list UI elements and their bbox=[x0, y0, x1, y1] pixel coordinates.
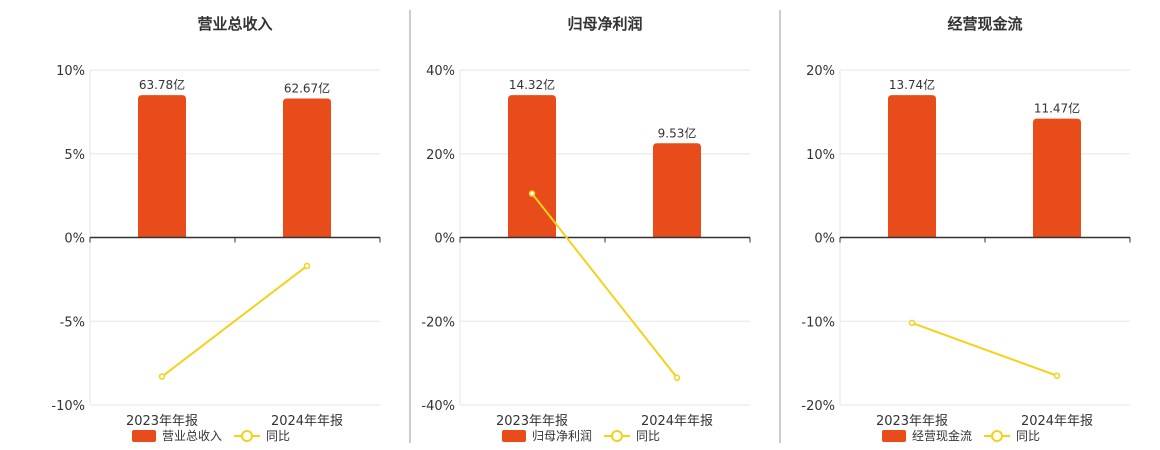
bar bbox=[138, 95, 186, 238]
bar-data-label: 11.47亿 bbox=[1034, 101, 1080, 116]
y-tick-label: 0% bbox=[434, 232, 455, 247]
bar bbox=[1033, 118, 1081, 238]
y-tick-label: -20% bbox=[421, 315, 455, 330]
bar bbox=[888, 95, 936, 238]
y-tick-label: 20% bbox=[426, 148, 455, 163]
yoy-point bbox=[528, 190, 536, 197]
legend-line-label: 同比 bbox=[266, 429, 290, 443]
legend-bar-swatch bbox=[132, 430, 156, 442]
chart-panel-2: 归母净利润 40% 20% 0% -20% -40% 14.32亿 2023年年报 9.53亿 2… bbox=[421, 15, 751, 443]
y-tick-label: 20% bbox=[806, 64, 835, 79]
y-tick-label: 0% bbox=[64, 232, 85, 247]
y-tick-label: 40% bbox=[426, 64, 455, 79]
bar-data-label: 9.53亿 bbox=[658, 125, 697, 140]
chart-title: 归母净利润 bbox=[567, 15, 642, 33]
chart-panel-3: 经营现金流 20% 10% 0% -10% -20% 13.74亿 2023年年报 11.47亿… bbox=[801, 15, 1131, 443]
legend-line-label: 同比 bbox=[1016, 429, 1040, 443]
x-category-label: 2024年年报 bbox=[641, 414, 713, 429]
yoy-point bbox=[673, 374, 681, 382]
bar bbox=[653, 143, 701, 238]
yoy-line bbox=[531, 192, 678, 379]
legend-bar-label: 归母净利润 bbox=[532, 429, 592, 443]
legend-line-marker bbox=[611, 430, 623, 442]
legend-line-marker bbox=[241, 430, 253, 442]
bar-data-label: 63.78亿 bbox=[139, 77, 185, 92]
y-tick-label: 10% bbox=[56, 64, 85, 79]
legend-bar-swatch bbox=[502, 430, 526, 442]
yoy-point bbox=[303, 262, 311, 270]
bar bbox=[283, 98, 331, 238]
y-tick-label: -5% bbox=[60, 315, 85, 330]
x-category-label: 2023年年报 bbox=[126, 414, 198, 429]
yoy-point bbox=[908, 319, 916, 327]
legend-line-marker bbox=[991, 430, 1003, 442]
y-tick-label: 10% bbox=[806, 148, 835, 163]
chart-title: 营业总收入 bbox=[197, 15, 272, 33]
x-category-label: 2023年年报 bbox=[876, 414, 948, 429]
bar-data-label: 14.32亿 bbox=[509, 77, 555, 92]
y-tick-label: -40% bbox=[421, 399, 455, 414]
y-tick-label: -20% bbox=[801, 399, 835, 414]
legend-bar-label: 经营现金流 bbox=[912, 428, 972, 443]
yoy-line bbox=[161, 265, 308, 378]
bar bbox=[508, 95, 556, 238]
chart-panel-1: 营业总收入 10% 5% 0% -5% -10% 63.78亿 2023年年报 62.67亿 20… bbox=[51, 15, 381, 443]
legend-bar-swatch bbox=[882, 430, 906, 442]
x-category-label: 2024年年报 bbox=[271, 414, 343, 429]
legend-bar-label: 营业总收入 bbox=[162, 429, 222, 443]
chart-title: 经营现金流 bbox=[947, 15, 1022, 33]
yoy-point bbox=[158, 373, 166, 380]
legend-line-label: 同比 bbox=[636, 429, 660, 443]
bar-data-label: 62.67亿 bbox=[284, 80, 330, 95]
y-tick-label: -10% bbox=[801, 315, 835, 330]
y-tick-label: 5% bbox=[64, 148, 85, 163]
x-category-label: 2024年年报 bbox=[1021, 414, 1093, 429]
y-tick-label: -10% bbox=[51, 399, 85, 414]
yoy-line bbox=[911, 321, 1058, 377]
y-tick-label: 0% bbox=[814, 232, 835, 247]
yoy-point bbox=[1053, 372, 1061, 379]
bar-data-label: 13.74亿 bbox=[889, 77, 935, 92]
x-category-label: 2023年年报 bbox=[496, 414, 568, 429]
